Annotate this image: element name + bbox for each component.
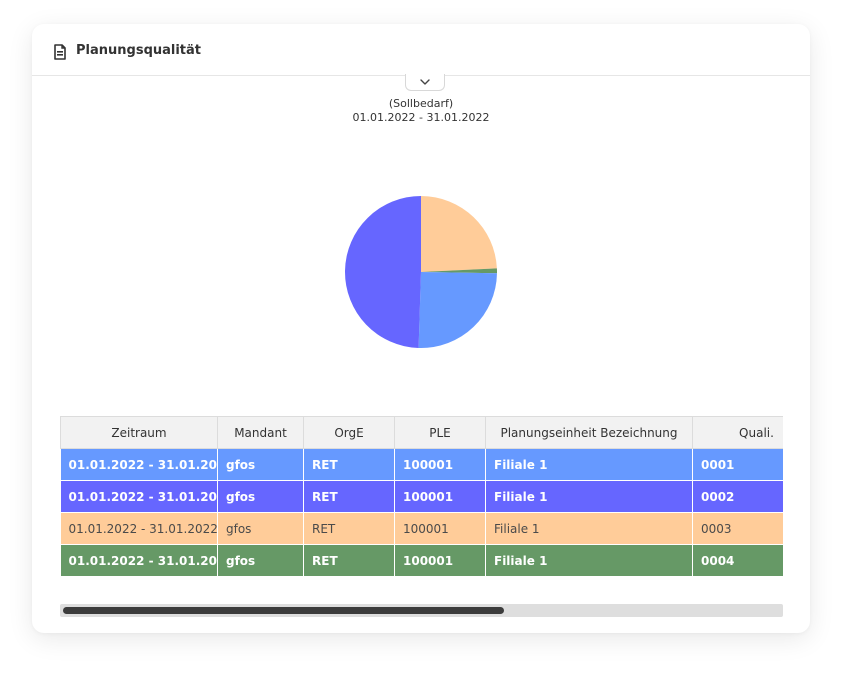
cell-mandant: gfos xyxy=(217,448,304,481)
table-row[interactable]: 01.01.2022 - 31.01.2022 gfos RET 100001 Fili… xyxy=(60,480,783,513)
chart-date-range: 01.01.2022 - 31.01.2022 xyxy=(352,111,490,124)
header-bezeichnung[interactable]: Planungseinheit Bezeichnung xyxy=(485,416,693,449)
data-table: Zeitraum Mandant OrgE PLE Planungseinheit Be… xyxy=(60,416,783,577)
table-body: 01.01.2022 - 31.01.2022 gfos RET 100001 Fili… xyxy=(60,448,783,577)
cell-mandant: gfos xyxy=(217,544,304,577)
cell-orge: RET xyxy=(303,512,395,545)
table-header-row: Zeitraum Mandant OrgE PLE Planungseinheit Be… xyxy=(60,416,783,449)
cell-bezeichnung: Filiale 1 xyxy=(485,512,693,545)
cell-ple: 100001 xyxy=(394,480,486,513)
pie-slice-0001[interactable] xyxy=(418,272,497,348)
table-row[interactable]: 01.01.2022 - 31.01.2022 gfos RET 100001 Fili… xyxy=(60,448,783,481)
pie-slice-0004[interactable] xyxy=(421,268,497,274)
header-zeitraum[interactable]: Zeitraum xyxy=(60,416,218,449)
cell-ple: 100001 xyxy=(394,544,486,577)
header-ple[interactable]: PLE xyxy=(394,416,486,449)
cell-quali: 0002 xyxy=(692,480,783,513)
header-quali[interactable]: Quali. xyxy=(692,416,783,449)
pie-slice-0002[interactable] xyxy=(344,196,421,348)
cell-bezeichnung: Filiale 1 xyxy=(485,544,693,577)
cell-quali: 0001 xyxy=(692,448,783,481)
chart-options-dropdown[interactable] xyxy=(405,74,445,91)
cell-zeitraum: 01.01.2022 - 31.01.2022 xyxy=(60,448,218,481)
cell-ple: 100001 xyxy=(394,448,486,481)
cell-orge: RET xyxy=(303,544,395,577)
pie-chart xyxy=(344,196,497,348)
cell-mandant: gfos xyxy=(217,480,304,513)
cell-zeitraum: 01.01.2022 - 31.01.2022 xyxy=(60,512,218,545)
cell-zeitraum: 01.01.2022 - 31.01.2022 xyxy=(60,544,218,577)
horizontal-scrollbar[interactable] xyxy=(60,604,783,617)
scrollbar-thumb[interactable] xyxy=(63,607,504,614)
cell-ple: 100001 xyxy=(394,512,486,545)
panel-title: Planungsqualität xyxy=(76,43,202,58)
cell-quali: 0003 xyxy=(692,512,783,545)
document-icon xyxy=(54,44,66,60)
planning-quality-card: Planungsqualität (Sollbedarf) 01.01.2022… xyxy=(32,24,810,633)
cell-mandant: gfos xyxy=(217,512,304,545)
table-row[interactable]: 01.01.2022 - 31.01.2022 gfos RET 100001 Fili… xyxy=(60,512,783,545)
cell-orge: RET xyxy=(303,480,395,513)
pie-slice-0003[interactable] xyxy=(421,196,497,272)
chart-subtitle: (Sollbedarf) xyxy=(388,97,454,110)
header-orge[interactable]: OrgE xyxy=(303,416,395,449)
table-row[interactable]: 01.01.2022 - 31.01.2022 gfos RET 100001 Fili… xyxy=(60,544,783,577)
cell-zeitraum: 01.01.2022 - 31.01.2022 xyxy=(60,480,218,513)
cell-bezeichnung: Filiale 1 xyxy=(485,480,693,513)
card-header: Planungsqualität xyxy=(32,24,810,76)
cell-orge: RET xyxy=(303,448,395,481)
cell-quali: 0004 xyxy=(692,544,783,577)
header-mandant[interactable]: Mandant xyxy=(217,416,304,449)
cell-bezeichnung: Filiale 1 xyxy=(485,448,693,481)
chevron-down-icon xyxy=(420,79,430,85)
data-table-container[interactable]: Zeitraum Mandant OrgE PLE Planungseinheit Be… xyxy=(60,416,783,598)
